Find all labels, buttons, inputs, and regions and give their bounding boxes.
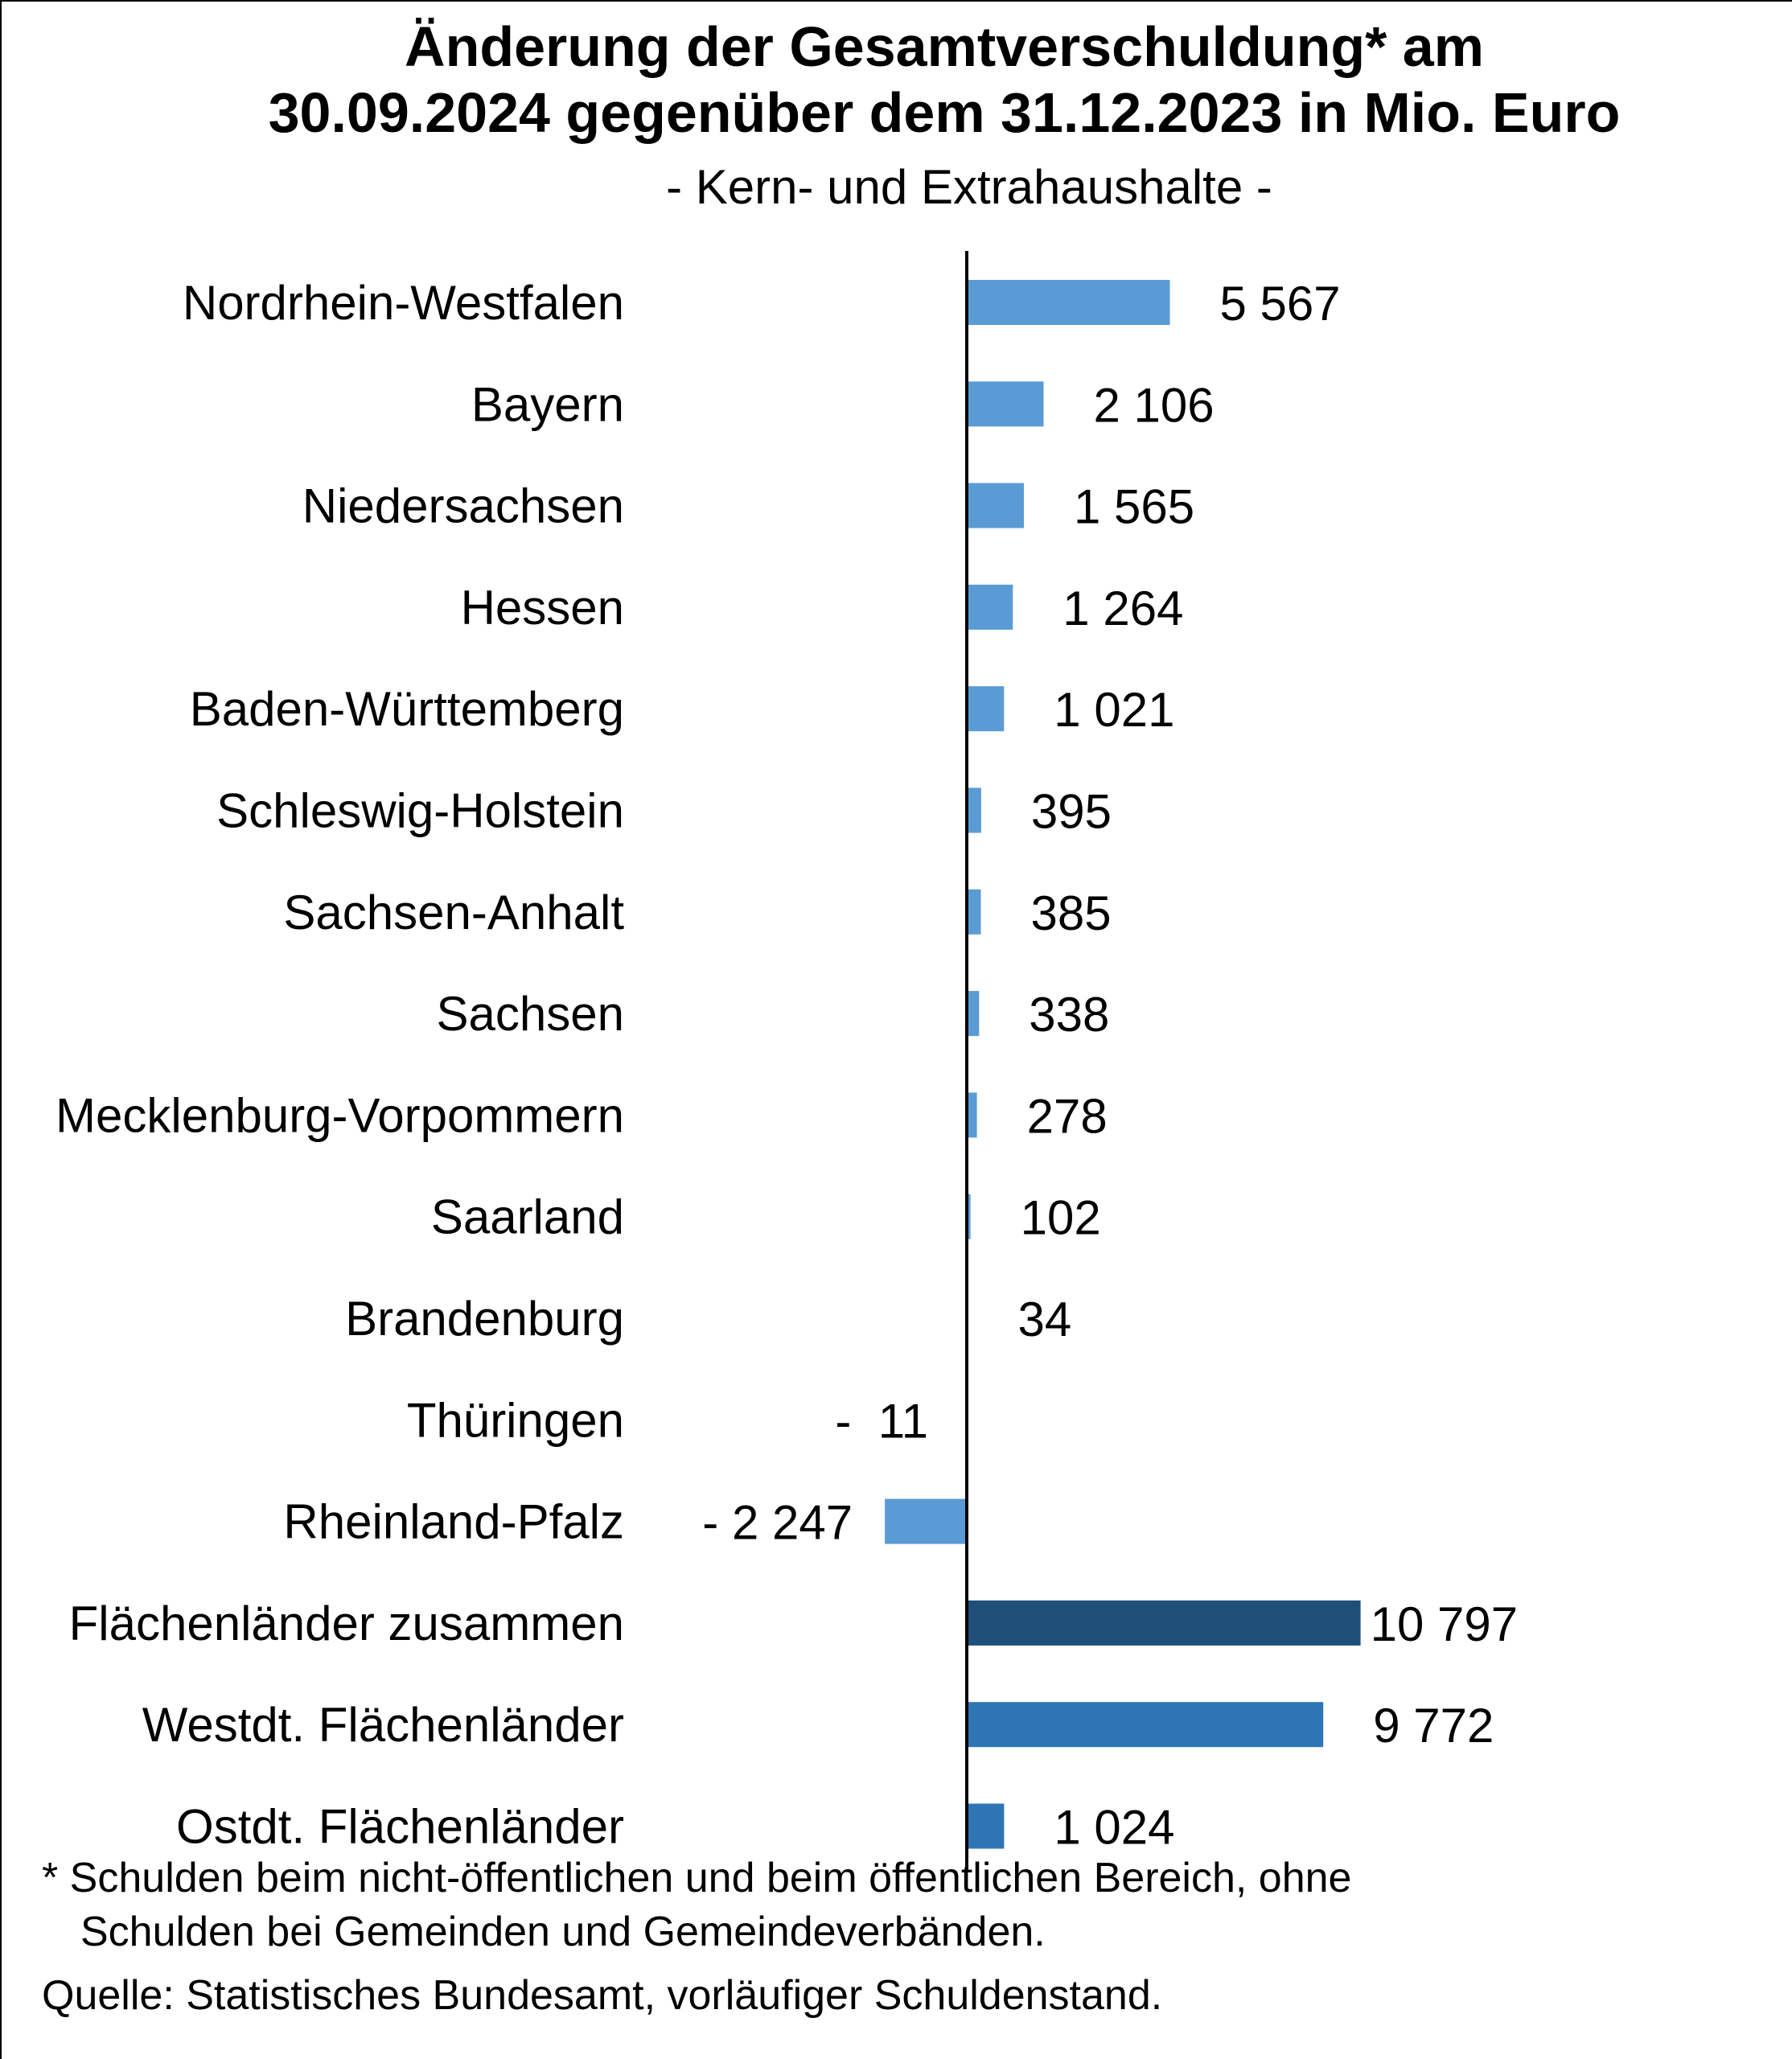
- bar-schleswig-holstein: [967, 787, 981, 833]
- value-label-mecklenburg-vorpommern: 278: [1027, 1089, 1108, 1143]
- bar-ostdt-fl-chenl-nder: [967, 1803, 1005, 1849]
- category-label-rheinland-pfalz: Rheinland-Pfalz: [283, 1495, 624, 1549]
- category-label-fl-chenl-nder-zusammen: Flächenländer zusammen: [69, 1597, 624, 1650]
- bar-sachsen: [967, 991, 980, 1037]
- value-label-fl-chenl-nder-zusammen: 10 797: [1371, 1597, 1519, 1651]
- bar-nordrhein-westfalen: [967, 280, 1170, 325]
- value-label-nordrhein-westfalen: 5 567: [1220, 277, 1341, 331]
- footnote-line2: Schulden bei Gemeinden und Gemeindeverbä…: [80, 1909, 1046, 1955]
- value-label-saarland: 102: [1021, 1191, 1101, 1245]
- bar-mecklenburg-vorpommern: [967, 1092, 977, 1138]
- value-label-sachsen-anhalt: 385: [1031, 886, 1112, 940]
- category-label-th-ringen: Thüringen: [407, 1393, 624, 1447]
- value-label-hessen: 1 264: [1062, 582, 1183, 635]
- chart-title-line2: 30.09.2024 gegenüber dem 31.12.2023 in M…: [268, 81, 1621, 144]
- category-label-niedersachsen: Niedersachsen: [302, 479, 624, 533]
- category-label-sachsen-anhalt: Sachsen-Anhalt: [283, 886, 624, 939]
- chart-subtitle: - Kern- und Extrahaushalte -: [666, 160, 1272, 214]
- source-note: Quelle: Statistisches Bundesamt, vorläuf…: [42, 1972, 1163, 2019]
- category-label-saarland: Saarland: [431, 1190, 624, 1244]
- category-label-mecklenburg-vorpommern: Mecklenburg-Vorpommern: [55, 1088, 624, 1142]
- bar-niedersachsen: [967, 483, 1024, 528]
- value-label-bayern: 2 106: [1094, 378, 1215, 432]
- category-label-sachsen: Sachsen: [437, 987, 625, 1041]
- bar-rheinland-pfalz: [885, 1498, 967, 1544]
- category-label-hessen: Hessen: [461, 581, 624, 635]
- category-label-westdt-fl-chenl-nder: Westdt. Flächenländer: [142, 1698, 624, 1752]
- value-label-brandenburg: 34: [1018, 1293, 1072, 1346]
- value-label-baden-w-rttemberg: 1 021: [1054, 683, 1174, 737]
- value-label-rheinland-pfalz: - 2 247: [702, 1496, 853, 1550]
- category-label-nordrhein-westfalen: Nordrhein-Westfalen: [183, 276, 624, 330]
- value-label-westdt-fl-chenl-nder: 9 772: [1373, 1699, 1494, 1753]
- bar-baden-w-rttemberg: [967, 686, 1005, 732]
- value-label-th-ringen: - 11: [835, 1394, 928, 1448]
- bar-group: [885, 280, 1361, 1849]
- bar-fl-chenl-nder-zusammen: [967, 1600, 1361, 1646]
- category-label-bayern: Bayern: [471, 377, 624, 431]
- category-label-brandenburg: Brandenburg: [345, 1292, 624, 1346]
- category-label-ostdt-fl-chenl-nder: Ostdt. Flächenländer: [176, 1800, 624, 1854]
- bar-sachsen-anhalt: [967, 889, 981, 935]
- value-label-niedersachsen: 1 565: [1074, 480, 1194, 534]
- value-label-ostdt-fl-chenl-nder: 1 024: [1054, 1801, 1174, 1855]
- category-labels: Nordrhein-Westfalen Bayern Niedersachsen He…: [55, 276, 624, 1854]
- value-label-sachsen: 338: [1029, 988, 1109, 1042]
- category-label-baden-w-rttemberg: Baden-Württemberg: [190, 682, 624, 736]
- value-label-schleswig-holstein: 395: [1031, 785, 1112, 839]
- bar-westdt-fl-chenl-nder: [967, 1702, 1324, 1748]
- chart-title-line1: Änderung der Gesamtverschuldung* am: [405, 15, 1484, 78]
- bar-saarland: [967, 1194, 971, 1239]
- bar-hessen: [967, 584, 1013, 630]
- footnote-line1: * Schulden beim nicht-öffentlichen und b…: [42, 1855, 1352, 1901]
- category-label-schleswig-holstein: Schleswig-Holstein: [216, 784, 624, 838]
- bar-bayern: [967, 381, 1044, 427]
